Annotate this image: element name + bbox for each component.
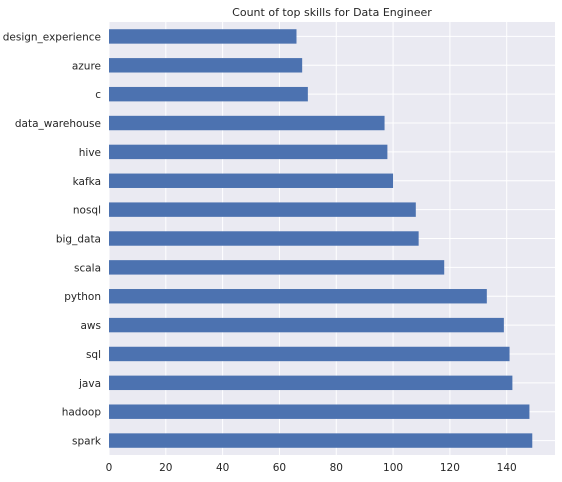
x-tick-label: 60: [273, 462, 286, 474]
bar-python: [109, 289, 487, 304]
bar-c: [109, 86, 308, 102]
bar-kafka: [109, 173, 394, 188]
y-tick-label: sql: [86, 349, 101, 361]
x-tick-label: 40: [216, 462, 229, 474]
bar-big-data: [109, 231, 419, 246]
y-tick-label: kafka: [73, 176, 101, 188]
y-tick-label: big_data: [56, 234, 101, 246]
y-tick-label: python: [64, 291, 101, 303]
y-tick-label: spark: [72, 436, 102, 448]
y-tick-label: aws: [81, 320, 102, 332]
chart-title: Count of top skills for Data Engineer: [232, 6, 432, 19]
y-tick-label: data_warehouse: [15, 118, 101, 130]
bars: [109, 29, 533, 448]
bar-aws: [109, 317, 504, 333]
y-tick-label: hive: [79, 147, 101, 159]
bar-design-experience: [109, 29, 297, 44]
bar-scala: [109, 260, 445, 275]
y-tick-label: c: [95, 89, 101, 101]
bar-java: [109, 375, 513, 391]
bar-hive: [109, 144, 388, 160]
x-tick-label: 120: [440, 462, 460, 474]
y-tick-label: azure: [72, 60, 101, 72]
x-tick-label: 140: [497, 462, 517, 474]
bar-azure: [109, 58, 303, 73]
y-tick-label: scala: [74, 262, 101, 274]
x-tick-label: 0: [106, 462, 113, 474]
y-tick-labels: spark hadoop java sql aws python scala big_data…: [3, 31, 102, 447]
x-tick-labels: 0 20 40 60 80 100 120 140: [106, 462, 517, 474]
bar-sql: [109, 346, 510, 362]
x-tick-label: 20: [159, 462, 172, 474]
x-tick-label: 80: [330, 462, 343, 474]
bar-nosql: [109, 202, 416, 217]
y-tick-label: hadoop: [62, 407, 102, 419]
x-tick-label: 100: [383, 462, 403, 474]
y-tick-label: nosql: [73, 205, 101, 217]
y-tick-label: design_experience: [3, 31, 101, 43]
bar-spark: [109, 433, 533, 448]
bar-data-warehouse: [109, 115, 385, 131]
bar-hadoop: [109, 404, 530, 419]
y-tick-label: java: [78, 378, 101, 390]
